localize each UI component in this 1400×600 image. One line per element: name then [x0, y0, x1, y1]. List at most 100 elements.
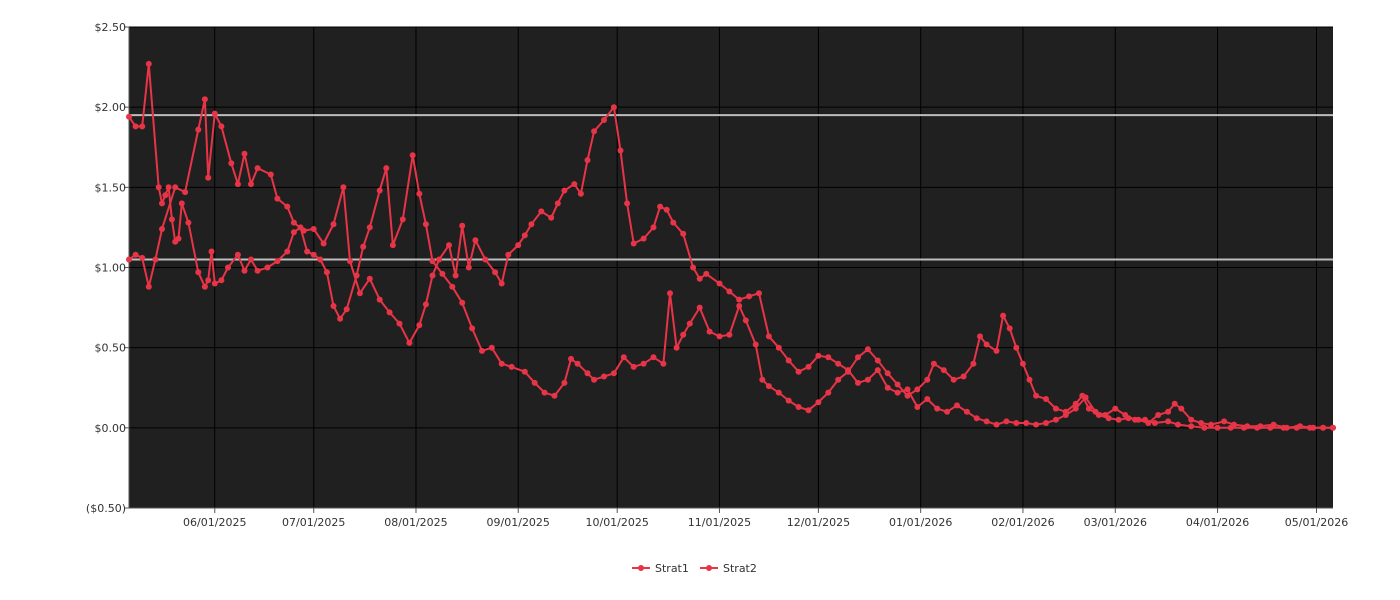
data-point[interactable]	[145, 60, 152, 67]
data-point[interactable]	[155, 184, 162, 191]
data-point[interactable]	[884, 370, 891, 377]
data-point[interactable]	[610, 104, 617, 111]
data-point[interactable]	[742, 317, 749, 324]
data-point[interactable]	[320, 240, 327, 247]
data-point[interactable]	[1092, 408, 1099, 415]
data-point[interactable]	[864, 346, 871, 353]
data-point[interactable]	[1003, 418, 1010, 425]
data-point[interactable]	[950, 376, 957, 383]
data-point[interactable]	[330, 303, 337, 309]
data-point[interactable]	[815, 352, 822, 359]
data-point[interactable]	[795, 404, 802, 410]
data-point[interactable]	[1142, 416, 1148, 423]
data-point[interactable]	[1023, 420, 1030, 426]
data-point[interactable]	[1227, 424, 1234, 431]
data-point[interactable]	[993, 347, 1000, 354]
data-point[interactable]	[422, 221, 429, 228]
data-point[interactable]	[1320, 424, 1327, 431]
data-point[interactable]	[1254, 424, 1261, 431]
data-point[interactable]	[479, 347, 485, 354]
data-point[interactable]	[650, 354, 657, 361]
data-point[interactable]	[389, 242, 396, 249]
data-point[interactable]	[152, 256, 159, 263]
data-point[interactable]	[746, 293, 753, 300]
data-point[interactable]	[1019, 360, 1026, 367]
data-point[interactable]	[640, 235, 647, 242]
data-point[interactable]	[736, 296, 743, 303]
data-point[interactable]	[1165, 418, 1172, 425]
data-point[interactable]	[1033, 392, 1040, 399]
data-point[interactable]	[446, 242, 452, 249]
data-point[interactable]	[855, 354, 861, 361]
data-point[interactable]	[726, 288, 733, 295]
data-point[interactable]	[934, 405, 941, 412]
data-point[interactable]	[577, 190, 584, 197]
data-point[interactable]	[178, 200, 185, 207]
data-point[interactable]	[977, 333, 983, 340]
data-point[interactable]	[528, 221, 535, 228]
data-point[interactable]	[290, 229, 297, 236]
data-point[interactable]	[436, 256, 443, 263]
data-point[interactable]	[211, 110, 218, 117]
data-point[interactable]	[574, 360, 581, 367]
data-point[interactable]	[1000, 312, 1007, 319]
data-point[interactable]	[241, 150, 248, 157]
data-point[interactable]	[406, 339, 413, 346]
data-point[interactable]	[1171, 400, 1178, 407]
data-point[interactable]	[1178, 405, 1185, 412]
legend[interactable]: Strat1 Strat2	[632, 562, 757, 575]
data-point[interactable]	[422, 301, 429, 308]
data-point[interactable]	[1221, 418, 1228, 425]
data-point[interactable]	[874, 357, 881, 364]
data-point[interactable]	[386, 309, 393, 316]
data-point[interactable]	[185, 219, 192, 226]
data-point[interactable]	[554, 200, 561, 207]
data-point[interactable]	[610, 370, 617, 377]
data-point[interactable]	[924, 396, 931, 402]
data-point[interactable]	[360, 243, 367, 250]
data-point[interactable]	[465, 264, 472, 271]
data-point[interactable]	[264, 264, 271, 271]
data-point[interactable]	[1082, 394, 1089, 401]
data-point[interactable]	[835, 360, 842, 367]
data-point[interactable]	[617, 147, 624, 154]
data-point[interactable]	[323, 269, 330, 276]
data-point[interactable]	[521, 232, 528, 239]
data-point[interactable]	[1201, 424, 1208, 431]
data-point[interactable]	[963, 408, 970, 415]
data-point[interactable]	[1033, 421, 1040, 428]
data-point[interactable]	[591, 376, 598, 383]
data-point[interactable]	[680, 331, 687, 338]
data-point[interactable]	[168, 216, 175, 223]
data-point[interactable]	[218, 123, 225, 130]
data-point[interactable]	[1013, 420, 1020, 426]
data-point[interactable]	[835, 376, 842, 383]
data-point[interactable]	[1043, 420, 1049, 426]
data-point[interactable]	[874, 367, 881, 374]
data-point[interactable]	[366, 224, 373, 231]
data-point[interactable]	[531, 379, 538, 386]
data-point[interactable]	[248, 181, 254, 188]
data-point[interactable]	[1165, 408, 1172, 415]
data-point[interactable]	[703, 270, 710, 277]
data-point[interactable]	[706, 328, 713, 335]
data-point[interactable]	[376, 296, 383, 303]
data-point[interactable]	[726, 331, 733, 338]
data-point[interactable]	[983, 341, 990, 348]
data-point[interactable]	[366, 275, 373, 282]
data-point[interactable]	[1240, 424, 1247, 431]
data-point[interactable]	[624, 200, 631, 207]
data-point[interactable]	[234, 181, 241, 188]
data-point[interactable]	[904, 392, 911, 399]
data-point[interactable]	[254, 165, 261, 172]
data-point[interactable]	[452, 272, 459, 279]
data-point[interactable]	[459, 222, 466, 229]
data-point[interactable]	[459, 299, 466, 306]
data-point[interactable]	[640, 360, 647, 367]
data-point[interactable]	[1208, 421, 1214, 428]
data-point[interactable]	[884, 384, 891, 391]
data-point[interactable]	[752, 341, 759, 348]
data-point[interactable]	[1006, 325, 1013, 332]
data-point[interactable]	[310, 226, 317, 232]
data-point[interactable]	[225, 264, 231, 271]
